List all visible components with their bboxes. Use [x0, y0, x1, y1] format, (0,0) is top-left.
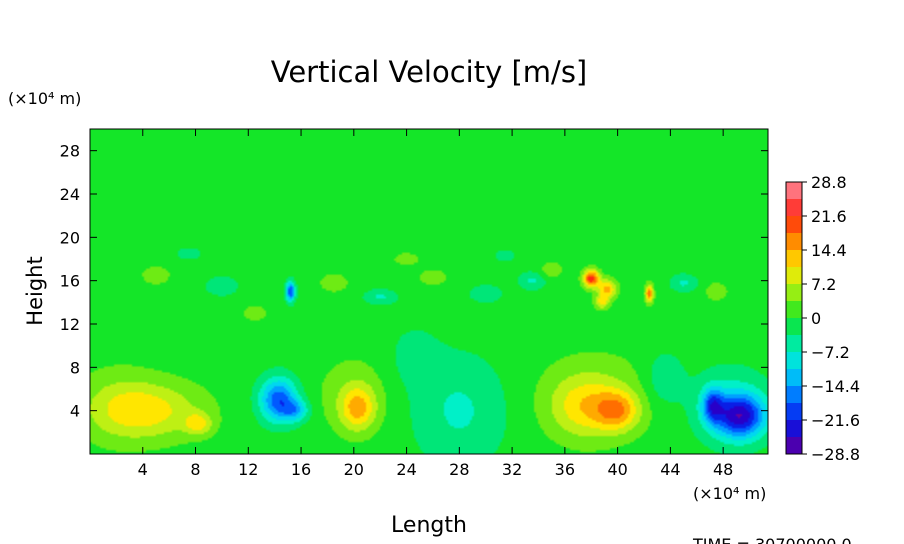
colorbar-segment: [786, 318, 802, 336]
colorbar-segment: [786, 267, 802, 285]
velocity-field: [90, 129, 768, 454]
colorbar-segment: [786, 437, 802, 455]
colorbar-segment: [786, 284, 802, 302]
time-label: TIME = 30700000.0: [692, 535, 852, 544]
y-tick-label: 8: [70, 358, 80, 377]
plot-area: [89, 128, 769, 455]
x-tick-label: 12: [238, 460, 258, 479]
x-tick-label: 48: [713, 460, 733, 479]
y-tick-label: 24: [60, 185, 80, 204]
x-unit-label: (×10⁴ m): [693, 484, 766, 503]
colorbar-segment: [786, 301, 802, 319]
colorbar-segment: [786, 216, 802, 234]
colorbar-segment: [786, 335, 802, 353]
colorbar-segment: [786, 352, 802, 370]
x-tick-label: 28: [449, 460, 469, 479]
y-tick-label: 20: [60, 228, 80, 247]
colorbar-tick-label: 14.4: [811, 241, 847, 260]
colorbar-tick-label: −21.6: [811, 411, 860, 430]
x-tick-label: 16: [291, 460, 311, 479]
x-tick-label: 8: [190, 460, 200, 479]
x-tick-label: 36: [555, 460, 575, 479]
x-axis: 4 8 12 16 20 24 28 32 36 40 44 48: [138, 129, 733, 479]
colorbar-segment: [786, 199, 802, 217]
y-tick-label: 28: [60, 142, 80, 161]
chart-title: Vertical Velocity [m/s]: [271, 55, 588, 89]
colorbar-segment: [786, 403, 802, 421]
colorbar-segment: [786, 233, 802, 251]
x-tick-label: 44: [660, 460, 680, 479]
x-tick-label: 32: [502, 460, 522, 479]
colorbar-tick-label: 7.2: [811, 275, 836, 294]
colorbar-tick-label: 0: [811, 309, 821, 328]
plot-frame: [89, 128, 769, 455]
colorbar: 28.8 21.6 14.4 7.2 0 −7.2 −14.4 −21.6 −28.8: [785, 173, 860, 464]
colorbar-segment: [786, 369, 802, 387]
y-tick-label: 4: [70, 402, 80, 421]
y-axis-label: Height: [23, 256, 47, 325]
y-tick-label: 12: [60, 315, 80, 334]
y-tick-label: 16: [60, 272, 80, 291]
colorbar-segment: [786, 182, 802, 200]
x-tick-label: 4: [138, 460, 148, 479]
y-unit-label: (×10⁴ m): [8, 89, 81, 108]
x-axis-label: Length: [391, 513, 467, 538]
x-tick-label: 20: [344, 460, 364, 479]
colorbar-tick-label: −7.2: [811, 343, 850, 362]
colorbar-segment: [786, 420, 802, 438]
y-axis: 4 8 12 16 20 24 28: [60, 142, 768, 421]
colorbar-tick-label: 21.6: [811, 207, 847, 226]
colorbar-segment: [786, 250, 802, 268]
x-tick-label: 40: [607, 460, 627, 479]
colorbar-segment: [786, 386, 802, 404]
x-tick-label: 24: [396, 460, 416, 479]
colorbar-tick-label: −28.8: [811, 445, 860, 464]
colorbar-tick-label: −14.4: [811, 377, 860, 396]
colorbar-tick-label: 28.8: [811, 173, 847, 192]
